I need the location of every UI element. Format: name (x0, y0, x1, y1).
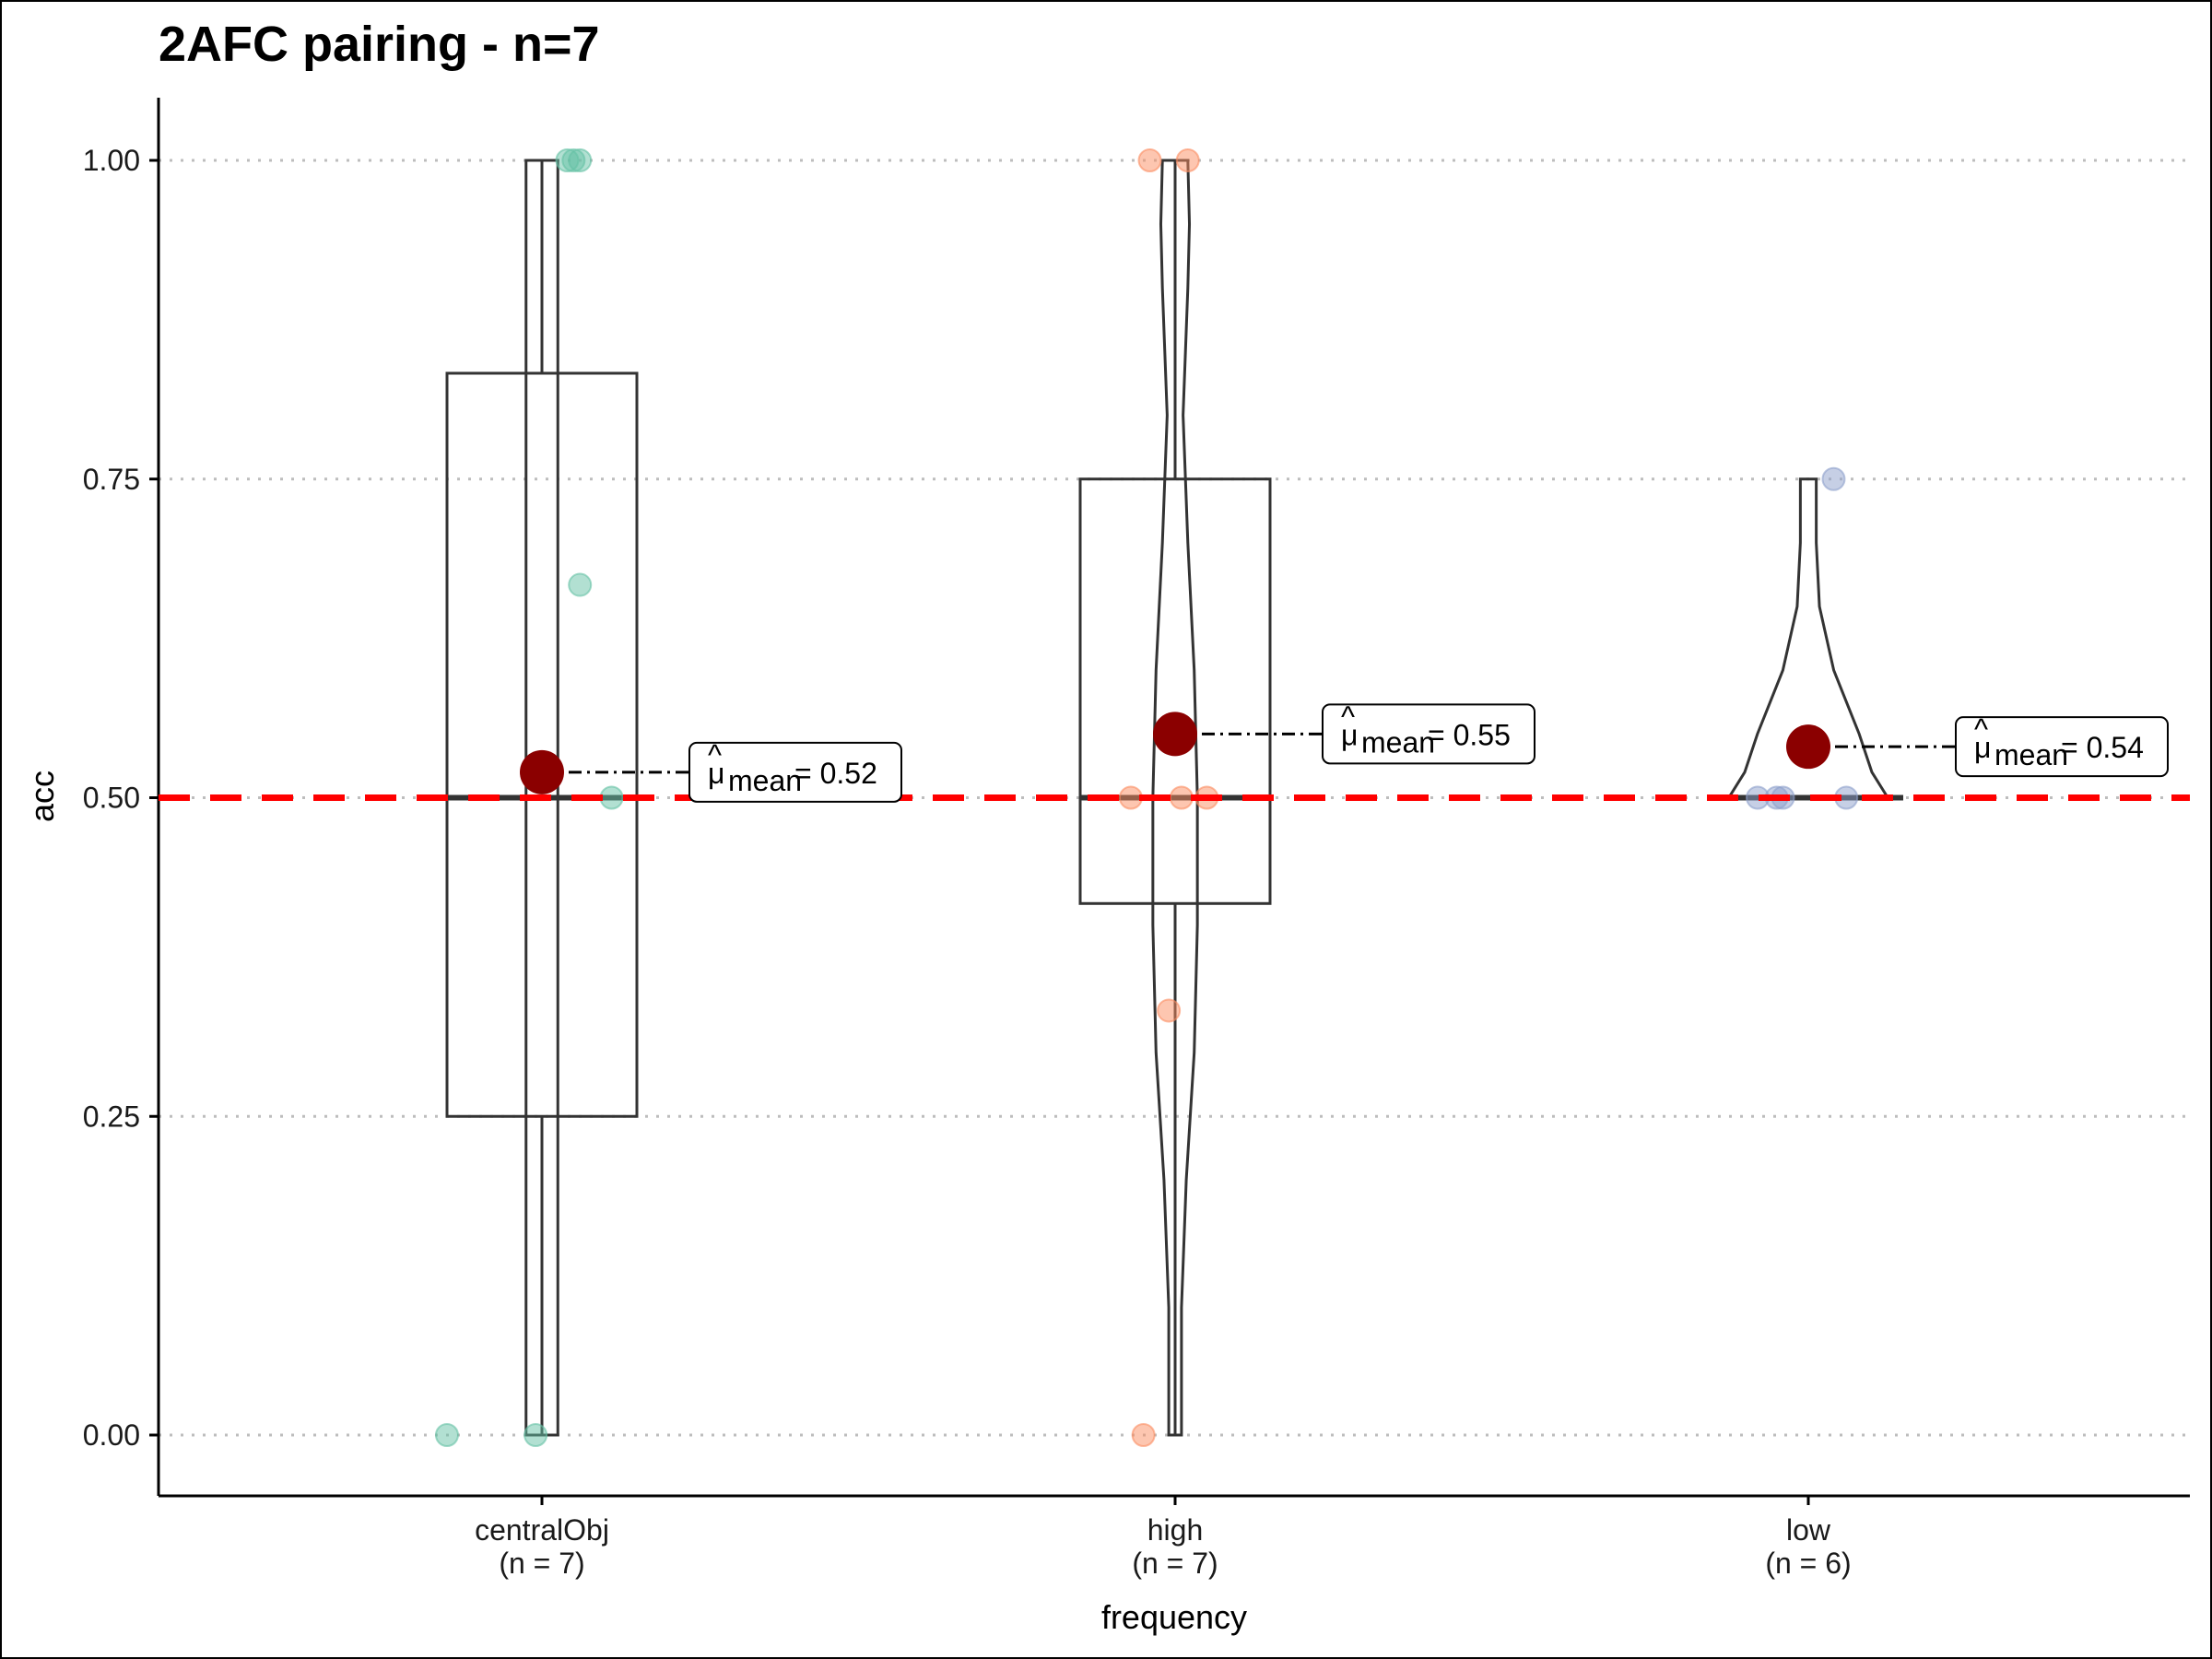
x-tick-n-label: (n = 7) (499, 1547, 584, 1580)
x-axis-ticks: centralObj(n = 7)high(n = 7)low(n = 6) (475, 1496, 1852, 1580)
y-tick-label: 0.00 (83, 1418, 140, 1452)
data-point (1118, 785, 1143, 810)
mean-point (1786, 724, 1830, 770)
data-point (1131, 1423, 1156, 1447)
y-axis-label: acc (23, 771, 61, 822)
mean-label-box (1322, 703, 1535, 765)
group-high (1078, 148, 1272, 1447)
x-axis-label: frequency (1101, 1598, 1247, 1636)
mean-label-value: = 0.55 (1428, 718, 1511, 751)
violin-low (1726, 477, 1890, 799)
y-tick-label: 0.50 (83, 782, 140, 815)
mean-markers: μ^mean= 0.52μ^mean= 0.55 μ^mean= 0.54 (520, 700, 2169, 803)
data-point (524, 1423, 548, 1447)
y-tick-label: 0.75 (83, 463, 140, 496)
mean-point (1153, 712, 1197, 757)
y-tick-label: 0.25 (83, 1100, 140, 1133)
data-point (1175, 148, 1200, 172)
mean-low: μ^mean= 0.54 (1786, 712, 2169, 778)
data-point (599, 785, 624, 810)
y-tick-label: 1.00 (83, 144, 140, 177)
mean-high: μ^mean= 0.55 (1153, 700, 1535, 765)
mean-label-value: = 0.52 (794, 757, 877, 790)
mean-label-symbol: μ (1974, 731, 1991, 764)
x-tick-label: low (1786, 1513, 1831, 1547)
data-point (1137, 148, 1162, 172)
x-tick-label: centralObj (475, 1513, 609, 1547)
data-point (434, 1423, 459, 1447)
x-tick-n-label: (n = 7) (1132, 1547, 1218, 1580)
data-point (1169, 785, 1194, 810)
mean-label-hat: ^ (1974, 712, 1988, 746)
x-tick-label: high (1147, 1513, 1204, 1547)
mean-label-symbol: μ (708, 757, 724, 790)
data-point (568, 148, 593, 172)
data-point (1821, 466, 1846, 491)
mean-label-hat: ^ (1341, 700, 1355, 733)
y-axis-ticks: 0.00 0.25 0.50 0.75 1.00 (83, 144, 159, 1452)
mean-label-symbol: μ (1341, 718, 1358, 751)
mean-label-hat: ^ (708, 738, 722, 771)
box-centralObj (445, 371, 639, 1118)
data-point (568, 572, 593, 597)
chart-title: 2AFC pairing - n=7 (159, 17, 600, 72)
mean-label-box (688, 741, 902, 803)
mean-centralObj: μ^mean= 0.52 (520, 738, 902, 803)
data-point (1157, 998, 1182, 1023)
mean-label-subscript: mean (1994, 738, 2068, 771)
mean-label-value: = 0.54 (2061, 731, 2144, 764)
violin-centralObj (524, 159, 559, 1437)
mean-label-subscript: mean (1361, 725, 1435, 759)
box-high (1078, 477, 1272, 905)
x-tick-n-label: (n = 6) (1765, 1547, 1851, 1580)
violin-high (1151, 159, 1199, 1437)
mean-label-box (1955, 716, 2169, 778)
mean-point (520, 749, 564, 794)
mean-label-subscript: mean (728, 764, 802, 797)
